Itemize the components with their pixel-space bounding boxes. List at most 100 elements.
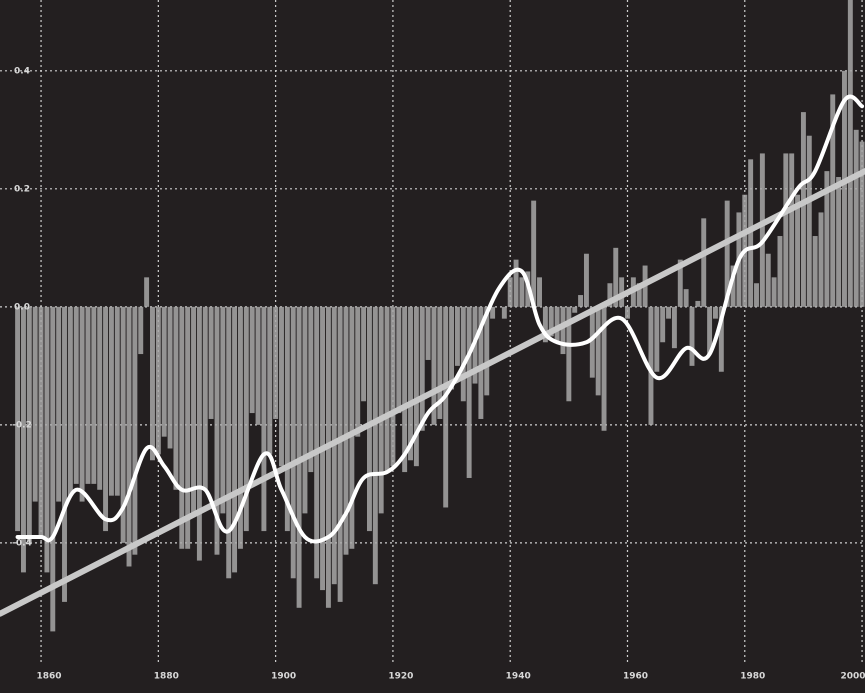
bar: [754, 283, 759, 307]
bar: [44, 306, 50, 573]
bar: [220, 306, 226, 514]
bar: [26, 306, 32, 543]
bar: [308, 306, 314, 473]
bar: [607, 283, 613, 307]
bar: [707, 306, 713, 355]
bar: [202, 306, 208, 490]
bar: [185, 306, 191, 549]
y-tick-label: 0.4: [14, 66, 30, 76]
bar: [355, 306, 361, 437]
bar: [501, 306, 507, 319]
bar: [237, 306, 243, 549]
bar: [325, 306, 331, 608]
bar: [97, 306, 103, 490]
bar: [103, 306, 109, 532]
bar: [413, 306, 419, 467]
bar: [842, 70, 847, 307]
bar: [554, 306, 560, 343]
bar: [249, 306, 255, 414]
bar: [337, 306, 343, 602]
bar: [724, 200, 730, 307]
bar: [730, 265, 736, 307]
bar: [267, 306, 273, 455]
bar: [314, 306, 320, 579]
bar: [859, 141, 865, 307]
bar: [261, 306, 267, 532]
bar: [771, 277, 777, 307]
bar: [15, 306, 21, 532]
bar: [748, 159, 754, 307]
bar: [601, 306, 607, 431]
bar: [701, 218, 707, 307]
bar: [361, 306, 367, 402]
bar: [173, 306, 179, 490]
bar: [273, 306, 279, 419]
bar: [853, 129, 859, 307]
bar: [765, 253, 771, 307]
x-tick-label: 1920: [388, 672, 413, 682]
bar: [62, 306, 67, 602]
bar: [537, 277, 542, 307]
bar: [677, 259, 683, 307]
bar: [595, 306, 601, 396]
bar: [56, 306, 62, 502]
bar: [302, 306, 308, 514]
bar: [613, 247, 619, 307]
bar: [20, 306, 26, 573]
bar: [232, 306, 238, 573]
bar: [243, 306, 249, 532]
bar: [402, 306, 408, 473]
bar: [589, 306, 595, 378]
bar: [408, 306, 413, 461]
y-tick-label: 0.2: [14, 184, 30, 194]
bar: [138, 306, 144, 355]
bar: [67, 306, 73, 496]
bar: [32, 306, 38, 502]
bar: [214, 306, 220, 555]
bar: [666, 306, 672, 319]
bar: [583, 253, 589, 307]
bar: [795, 194, 801, 307]
bar: [789, 153, 795, 307]
bar: [695, 300, 701, 307]
bar: [449, 306, 455, 390]
bar: [378, 306, 384, 514]
bar: [108, 306, 114, 496]
bar: [619, 277, 625, 307]
bar: [255, 306, 261, 425]
bar: [396, 306, 402, 414]
bar: [343, 306, 349, 555]
y-tick-label: -0.2: [12, 420, 32, 430]
bar: [431, 306, 437, 425]
bar: [777, 236, 783, 307]
bar: [572, 306, 578, 313]
bar: [73, 306, 79, 484]
bar: [390, 306, 396, 467]
bar: [196, 306, 202, 561]
bar: [85, 306, 91, 484]
bar: [836, 177, 842, 307]
bar: [800, 112, 806, 307]
bar: [548, 306, 554, 337]
bar: [683, 289, 689, 307]
bar: [443, 306, 449, 508]
bar: [660, 306, 666, 343]
bar: [290, 306, 296, 579]
bar: [466, 306, 472, 478]
bar: [460, 306, 466, 402]
bar: [484, 306, 490, 396]
x-tick-label: 1980: [740, 672, 765, 682]
bar: [578, 295, 584, 307]
bar: [671, 306, 677, 349]
bar: [132, 306, 138, 555]
bar: [155, 306, 161, 455]
bar: [349, 306, 355, 549]
bar: [654, 306, 660, 372]
bar: [513, 259, 519, 307]
bar: [689, 306, 695, 366]
bar: [279, 306, 284, 467]
bar: [824, 171, 830, 307]
x-tick-label: 1880: [154, 672, 179, 682]
